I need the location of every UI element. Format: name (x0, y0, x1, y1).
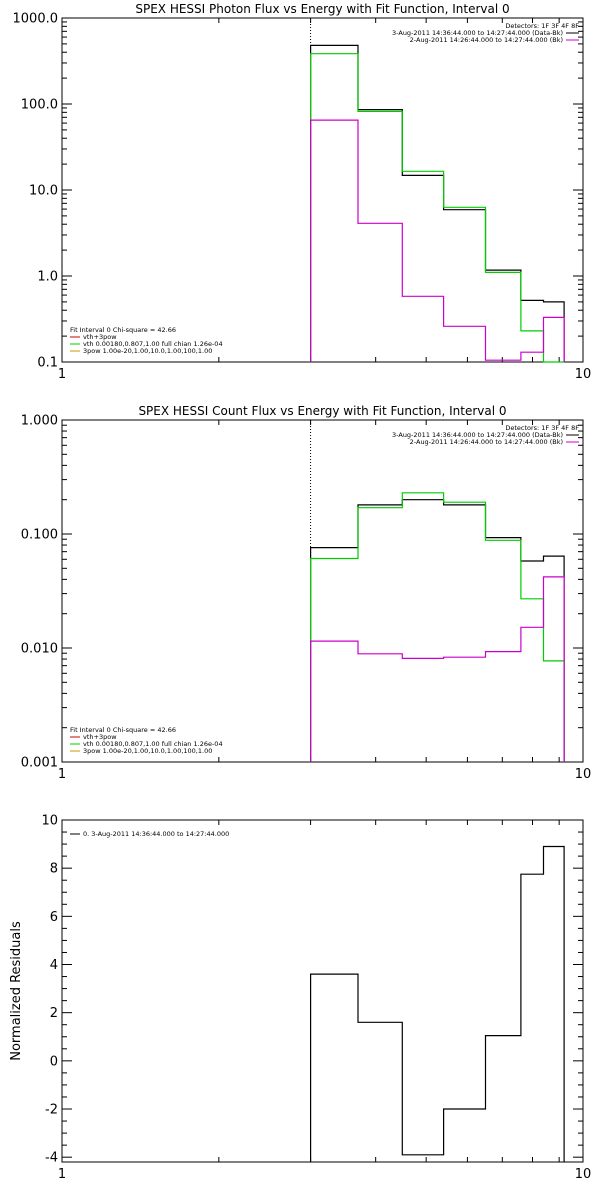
y-tick-label: 4 (50, 958, 58, 973)
y-tick-label: 6 (50, 910, 58, 925)
plot-frame (61, 819, 584, 1163)
y-tick-label: 0 (50, 1054, 58, 1069)
y-tick-label: 0.100 (21, 528, 58, 543)
x-tick-label: 1 (58, 1167, 66, 1182)
series-1-line (310, 53, 565, 363)
legend-header: Fit Interval 0 Chi-square = 42.66 (70, 726, 176, 734)
chart-count: SPEX HESSI Count Flux vs Energy with Fit… (21, 404, 591, 782)
legend-entry-label: vth 0.00180,0.807,1.00 full chian 1.26e-… (83, 340, 223, 348)
series-2-line (310, 119, 565, 362)
chart-resid: -4 -2 0 2 4 6 8 10 1 10 Normalized Residuals 0. 3-A… (9, 814, 591, 1183)
x-tick-label: 10 (575, 1167, 592, 1182)
legend-entry-label: 3pow 1.00e-20,1.00,10.0,1.00,100,1.00 (83, 347, 212, 355)
y-tick-label: 10 (41, 814, 58, 829)
x-tick-label: 10 (575, 767, 592, 782)
series-0-line (310, 845, 565, 1162)
y-tick-label: 0.010 (21, 642, 58, 657)
y-axis: -4 -2 0 2 4 6 8 10 (41, 814, 583, 1166)
legend-header: Detectors: 1F 3F 4F 8F (505, 22, 579, 30)
x-axis: 1 10 (58, 420, 591, 782)
chart-title: SPEX HESSI Photon Flux vs Energy with Fi… (135, 2, 509, 16)
plot-frame (61, 419, 584, 763)
y-axis: 0.001 0.010 0.100 1.000 (21, 414, 583, 771)
legend-header: Detectors: 1F 3F 4F 8F (505, 424, 579, 432)
y-tick-label: 1.000 (21, 414, 58, 429)
y-axis-label: Normalized Residuals (9, 921, 24, 1061)
legend-legend_bl: Fit Interval 0 Chi-square = 42.66vth+3po… (70, 326, 223, 355)
legend-entry-label: 0. 3-Aug-2011 14:36:44.000 to 14:27:44.0… (83, 830, 229, 838)
y-tick-label: 10.0 (29, 184, 58, 199)
x-axis: 1 10 (58, 820, 591, 1182)
legend-entry-label: 3pow 1.00e-20,1.00,10.0,1.00,100,1.00 (83, 747, 212, 755)
legend-entry-label: vth 0.00180,0.807,1.00 full chian 1.26e-… (83, 740, 223, 748)
y-tick-label: 1.0 (37, 270, 58, 285)
legend-entry-label: 3-Aug-2011 14:36:44.000 to 14:27:44.000 … (392, 431, 563, 439)
y-tick-label: 100.0 (21, 98, 58, 113)
legend-legend_tl: 0. 3-Aug-2011 14:36:44.000 to 14:27:44.0… (70, 830, 229, 838)
y-tick-label: 8 (50, 862, 58, 877)
series-2-line (310, 576, 565, 762)
legend-legend_tr: Detectors: 1F 3F 4F 8F3-Aug-2011 14:36:4… (392, 22, 579, 44)
legend-entry-label: 2-Aug-2011 14:26:44.000 to 14:27:44.000 … (410, 438, 563, 446)
legend-header: Fit Interval 0 Chi-square = 42.66 (70, 326, 176, 334)
y-axis: 0.1 1.0 10.0 100.0 1000.0 (13, 12, 583, 371)
series-0-line (310, 499, 565, 762)
legend-entry-label: 2-Aug-2011 14:26:44.000 to 14:27:44.000 … (410, 36, 563, 44)
legend-legend_bl: Fit Interval 0 Chi-square = 42.66vth+3po… (70, 726, 223, 755)
y-tick-label: 0.1 (37, 356, 58, 371)
y-tick-label: -4 (45, 1151, 58, 1166)
x-tick-label: 1 (58, 767, 66, 782)
legend-legend_tr: Detectors: 1F 3F 4F 8F3-Aug-2011 14:36:4… (392, 424, 579, 446)
x-tick-label: 1 (58, 367, 66, 382)
x-axis: 1 10 (58, 18, 591, 382)
series-1-line (310, 492, 565, 762)
legend-entry-label: 3-Aug-2011 14:36:44.000 to 14:27:44.000 … (392, 29, 563, 37)
y-tick-label: 2 (50, 1006, 58, 1021)
chart-title: SPEX HESSI Count Flux vs Energy with Fit… (138, 404, 506, 418)
plot-frame (61, 17, 584, 363)
x-tick-label: 10 (575, 367, 592, 382)
legend-entry-label: vth+3pow (83, 333, 117, 341)
y-tick-label: -2 (45, 1103, 58, 1118)
y-tick-label: 1000.0 (13, 12, 59, 27)
chart-photon: SPEX HESSI Photon Flux vs Energy with Fi… (13, 2, 592, 382)
legend-entry-label: vth+3pow (83, 733, 117, 741)
y-tick-label: 0.001 (21, 756, 58, 771)
series-0-line (310, 44, 565, 362)
